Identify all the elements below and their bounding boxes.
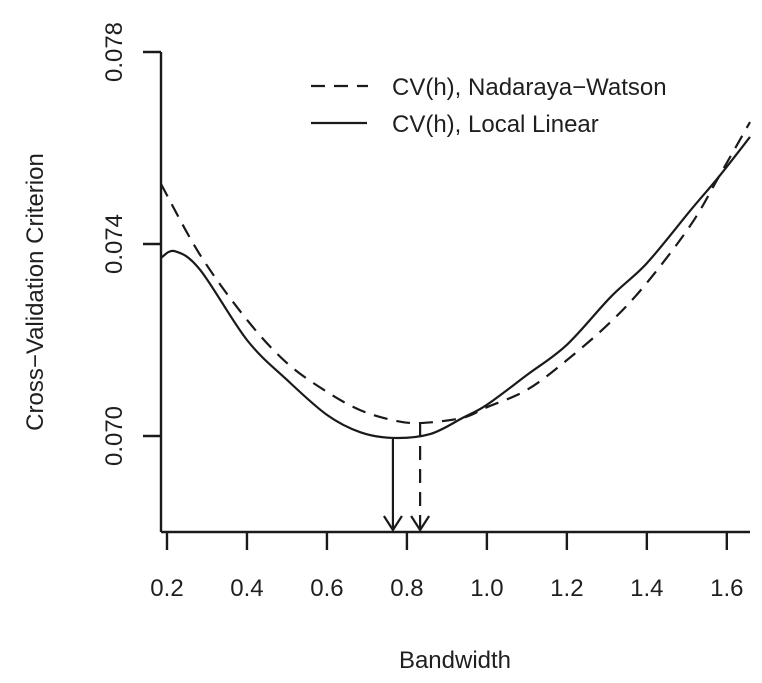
y-tick-label: 0.074 — [101, 214, 128, 274]
x-tick-label: 0.8 — [390, 575, 423, 602]
x-tick-label: 0.6 — [310, 575, 343, 602]
x-tick-label: 1.2 — [550, 575, 583, 602]
minimum-arrows — [382, 423, 431, 532]
min-arrow-nadaraya-watson — [410, 423, 431, 532]
arrow-head — [382, 515, 403, 532]
x-ticks: 0.2 0.4 0.6 0.8 1.0 1.2 1.4 1.6 — [150, 532, 743, 602]
min-arrow-local-linear — [382, 437, 403, 532]
legend-label-local-linear: CV(h), Local Linear — [392, 111, 599, 138]
x-tick-label: 0.2 — [150, 575, 183, 602]
x-tick-label: 1.0 — [470, 575, 503, 602]
y-axis-title: Cross−Validation Criterion — [22, 153, 49, 431]
x-tick-label: 0.4 — [230, 575, 263, 602]
series-line-local-linear — [160, 136, 751, 440]
y-tick-label: 0.078 — [101, 22, 128, 82]
series-line-nadaraya-watson — [160, 121, 751, 425]
x-tick-label: 1.4 — [630, 575, 663, 602]
y-tick-label: 0.070 — [101, 406, 128, 466]
x-tick-label: 1.6 — [710, 575, 743, 602]
x-axis-title: Bandwidth — [399, 647, 511, 674]
legend: CV(h), Nadaraya−Watson CV(h), Local Line… — [311, 74, 667, 138]
arrow-head — [410, 515, 431, 532]
y-ticks: 0.070 0.074 0.078 — [101, 22, 161, 466]
legend-label-nadaraya-watson: CV(h), Nadaraya−Watson — [392, 74, 667, 101]
